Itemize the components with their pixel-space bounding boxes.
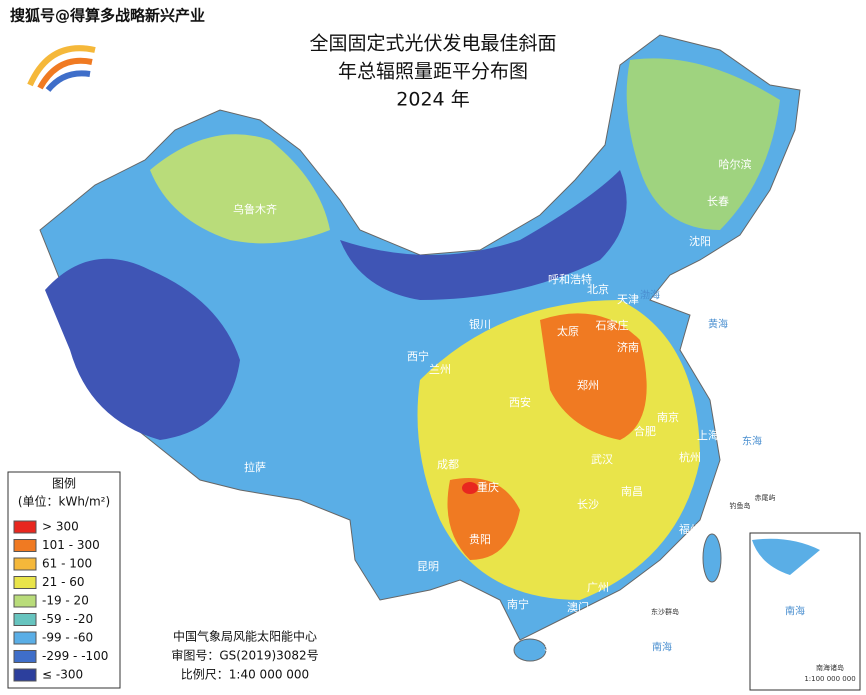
watermark: 搜狐号@得算多战略新兴产业: [10, 7, 205, 25]
legend-label: -59 - -20: [42, 612, 93, 626]
legend-swatch: [13, 576, 37, 589]
city-label: 济南: [617, 340, 639, 354]
city-label: 贵阳: [469, 533, 491, 546]
city-label: 合肥: [634, 424, 656, 438]
legend-title: 图例: [52, 477, 76, 491]
north-band: [340, 170, 627, 300]
island-label: 钓鱼岛: [730, 501, 751, 510]
city-label: 乌鲁木齐: [233, 202, 277, 216]
credit: 中国气象局风能太阳能中心: [173, 629, 317, 644]
legend-swatch: [13, 668, 37, 682]
legend-label: -99 - -60: [42, 631, 93, 645]
city-label: 福州: [679, 522, 701, 536]
legend-label: 101 - 300: [42, 538, 100, 552]
inset-scale: 1:100 000 000: [804, 675, 855, 683]
credit: 审图号：GS(2019)3082号: [171, 648, 318, 663]
legend-swatch: [13, 594, 37, 608]
credit: 比例尺：1:40 000 000: [181, 668, 309, 682]
city-label: 上海: [697, 428, 719, 442]
island-label: 东沙群岛: [651, 607, 679, 616]
northeast-green: [626, 58, 780, 231]
sea-label: 南海: [652, 641, 672, 654]
city-label: 澳门: [567, 600, 589, 614]
center-orange: [540, 313, 647, 440]
city-label: 武汉: [591, 453, 613, 466]
city-label: 西安: [509, 395, 531, 409]
city-label: 杭州: [679, 450, 701, 464]
legend-label: ≤ -300: [42, 668, 83, 682]
inset-sea: 南海: [785, 605, 805, 618]
city-label: 成都: [437, 458, 459, 471]
city-label: 广州: [587, 581, 609, 594]
city-label: 昆明: [417, 560, 439, 573]
legend-unit: (单位：kWh/m²): [18, 494, 110, 509]
inset-title: 南海诸岛: [816, 663, 844, 672]
sea-label: 渤海: [640, 289, 660, 302]
sichuan-orange: [447, 478, 520, 560]
city-label: 香港: [599, 601, 621, 614]
city-label: 天津: [617, 293, 639, 306]
west-low: [45, 258, 240, 440]
legend-label: > 300: [42, 520, 79, 534]
legend-swatch: [13, 613, 37, 626]
sea-label: 黄海: [708, 318, 728, 331]
island-label: 赤尾屿: [755, 493, 776, 502]
legend-label: -299 - -100: [42, 649, 108, 663]
taiwan: [702, 533, 722, 583]
china-map: [39, 34, 801, 662]
city-label: 长春: [707, 195, 729, 208]
city-label: 重庆: [477, 480, 499, 494]
city-label: 南京: [657, 410, 679, 424]
city-label: 长沙: [577, 498, 599, 511]
legend-swatch: [13, 520, 37, 534]
legend-label: -19 - 20: [42, 594, 89, 608]
city-label: 台北: [724, 537, 746, 551]
city-label: 南昌: [621, 485, 643, 498]
city-label: 海口: [544, 644, 566, 658]
city-label: 哈尔滨: [719, 157, 752, 171]
city-label: 沈阳: [689, 234, 711, 248]
map-title: 2024 年: [396, 89, 469, 111]
hainan: [513, 638, 547, 662]
city-label: 郑州: [577, 378, 599, 392]
inset-land: [752, 538, 820, 575]
city-label: 南宁: [507, 597, 529, 611]
legend-swatch: [13, 631, 37, 645]
city-label: 西宁: [407, 349, 429, 363]
red-spot: [462, 482, 478, 494]
legend-swatch: [13, 539, 37, 552]
legend-label: 21 - 60: [42, 575, 85, 589]
north-green: [150, 134, 330, 244]
city-label: 银川: [469, 317, 491, 331]
legend-swatch: [13, 557, 37, 571]
map-title: 年总辐照量距平分布图: [338, 61, 528, 83]
map-title: 全国固定式光伏发电最佳斜面: [309, 33, 556, 55]
sea-label: 东海: [742, 435, 762, 448]
city-label: 兰州: [429, 363, 451, 376]
city-label: 拉萨: [244, 460, 266, 474]
city-label: 呼和浩特: [548, 272, 592, 286]
city-label: 太原: [557, 325, 579, 338]
logo: [27, 45, 96, 92]
legend-label: 61 - 100: [42, 557, 92, 571]
city-label: 北京: [587, 282, 609, 296]
legend-swatch: [13, 650, 37, 663]
city-label: 石家庄: [596, 318, 629, 332]
